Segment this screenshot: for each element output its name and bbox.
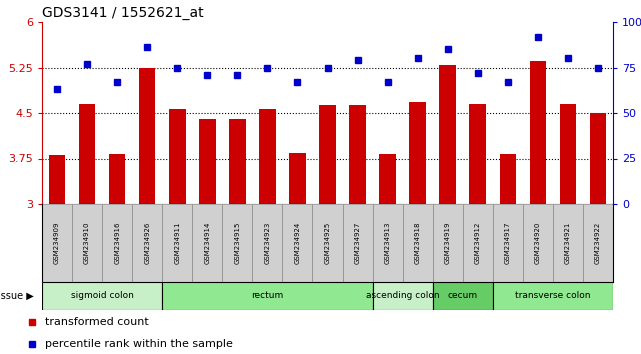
Bar	[410, 102, 426, 204]
Bar	[162, 282, 372, 310]
Text: transformed count: transformed count	[45, 317, 149, 327]
Text: GSM234926: GSM234926	[144, 222, 150, 264]
Bar	[312, 204, 342, 282]
Text: rectum: rectum	[251, 291, 283, 301]
Text: GSM234915: GSM234915	[235, 222, 240, 264]
Text: percentile rank within the sample: percentile rank within the sample	[45, 339, 233, 349]
Bar	[493, 282, 613, 310]
Bar	[372, 282, 433, 310]
Bar	[433, 204, 463, 282]
Text: GSM234924: GSM234924	[294, 222, 301, 264]
Bar	[162, 204, 192, 282]
Bar	[283, 204, 312, 282]
Bar	[469, 104, 486, 204]
Bar	[42, 204, 72, 282]
Bar	[499, 154, 516, 204]
Text: sigmoid colon: sigmoid colon	[71, 291, 133, 301]
Text: GDS3141 / 1552621_at: GDS3141 / 1552621_at	[42, 6, 204, 19]
Bar	[379, 154, 396, 204]
Bar	[319, 105, 336, 204]
Text: cecum: cecum	[447, 291, 478, 301]
Text: GSM234913: GSM234913	[385, 222, 390, 264]
Bar	[553, 204, 583, 282]
Bar	[42, 282, 162, 310]
Text: GSM234911: GSM234911	[174, 222, 180, 264]
Text: GSM234910: GSM234910	[84, 222, 90, 264]
Text: GSM234916: GSM234916	[114, 222, 120, 264]
Text: GSM234919: GSM234919	[445, 222, 451, 264]
Bar	[199, 119, 215, 204]
Text: ascending colon: ascending colon	[366, 291, 440, 301]
Bar	[560, 104, 576, 204]
Bar	[49, 155, 65, 204]
Text: transverse colon: transverse colon	[515, 291, 590, 301]
Bar	[132, 204, 162, 282]
Bar	[229, 119, 246, 204]
Bar	[493, 204, 523, 282]
Bar	[79, 104, 96, 204]
Bar	[403, 204, 433, 282]
Text: GSM234920: GSM234920	[535, 222, 541, 264]
Bar	[342, 204, 372, 282]
Bar	[102, 204, 132, 282]
Bar	[590, 113, 606, 204]
Bar	[192, 204, 222, 282]
Text: GSM234922: GSM234922	[595, 222, 601, 264]
Text: GSM234925: GSM234925	[324, 222, 331, 264]
Bar	[109, 154, 126, 204]
Bar	[440, 65, 456, 204]
Bar	[349, 105, 366, 204]
Text: GSM234909: GSM234909	[54, 222, 60, 264]
Bar	[169, 109, 185, 204]
Bar	[289, 153, 306, 204]
Text: GSM234923: GSM234923	[264, 222, 271, 264]
Bar	[433, 282, 493, 310]
Bar	[259, 109, 276, 204]
Bar	[72, 204, 102, 282]
Bar	[583, 204, 613, 282]
Bar	[523, 204, 553, 282]
Bar	[529, 61, 546, 204]
Text: GSM234917: GSM234917	[505, 222, 511, 264]
Bar	[253, 204, 283, 282]
Bar	[222, 204, 253, 282]
Text: GSM234912: GSM234912	[475, 222, 481, 264]
Bar	[139, 68, 156, 204]
Text: tissue ▶: tissue ▶	[0, 291, 33, 301]
Bar	[463, 204, 493, 282]
Bar	[372, 204, 403, 282]
Text: GSM234914: GSM234914	[204, 222, 210, 264]
Text: GSM234918: GSM234918	[415, 222, 420, 264]
Text: GSM234927: GSM234927	[354, 222, 360, 264]
Text: GSM234921: GSM234921	[565, 222, 571, 264]
